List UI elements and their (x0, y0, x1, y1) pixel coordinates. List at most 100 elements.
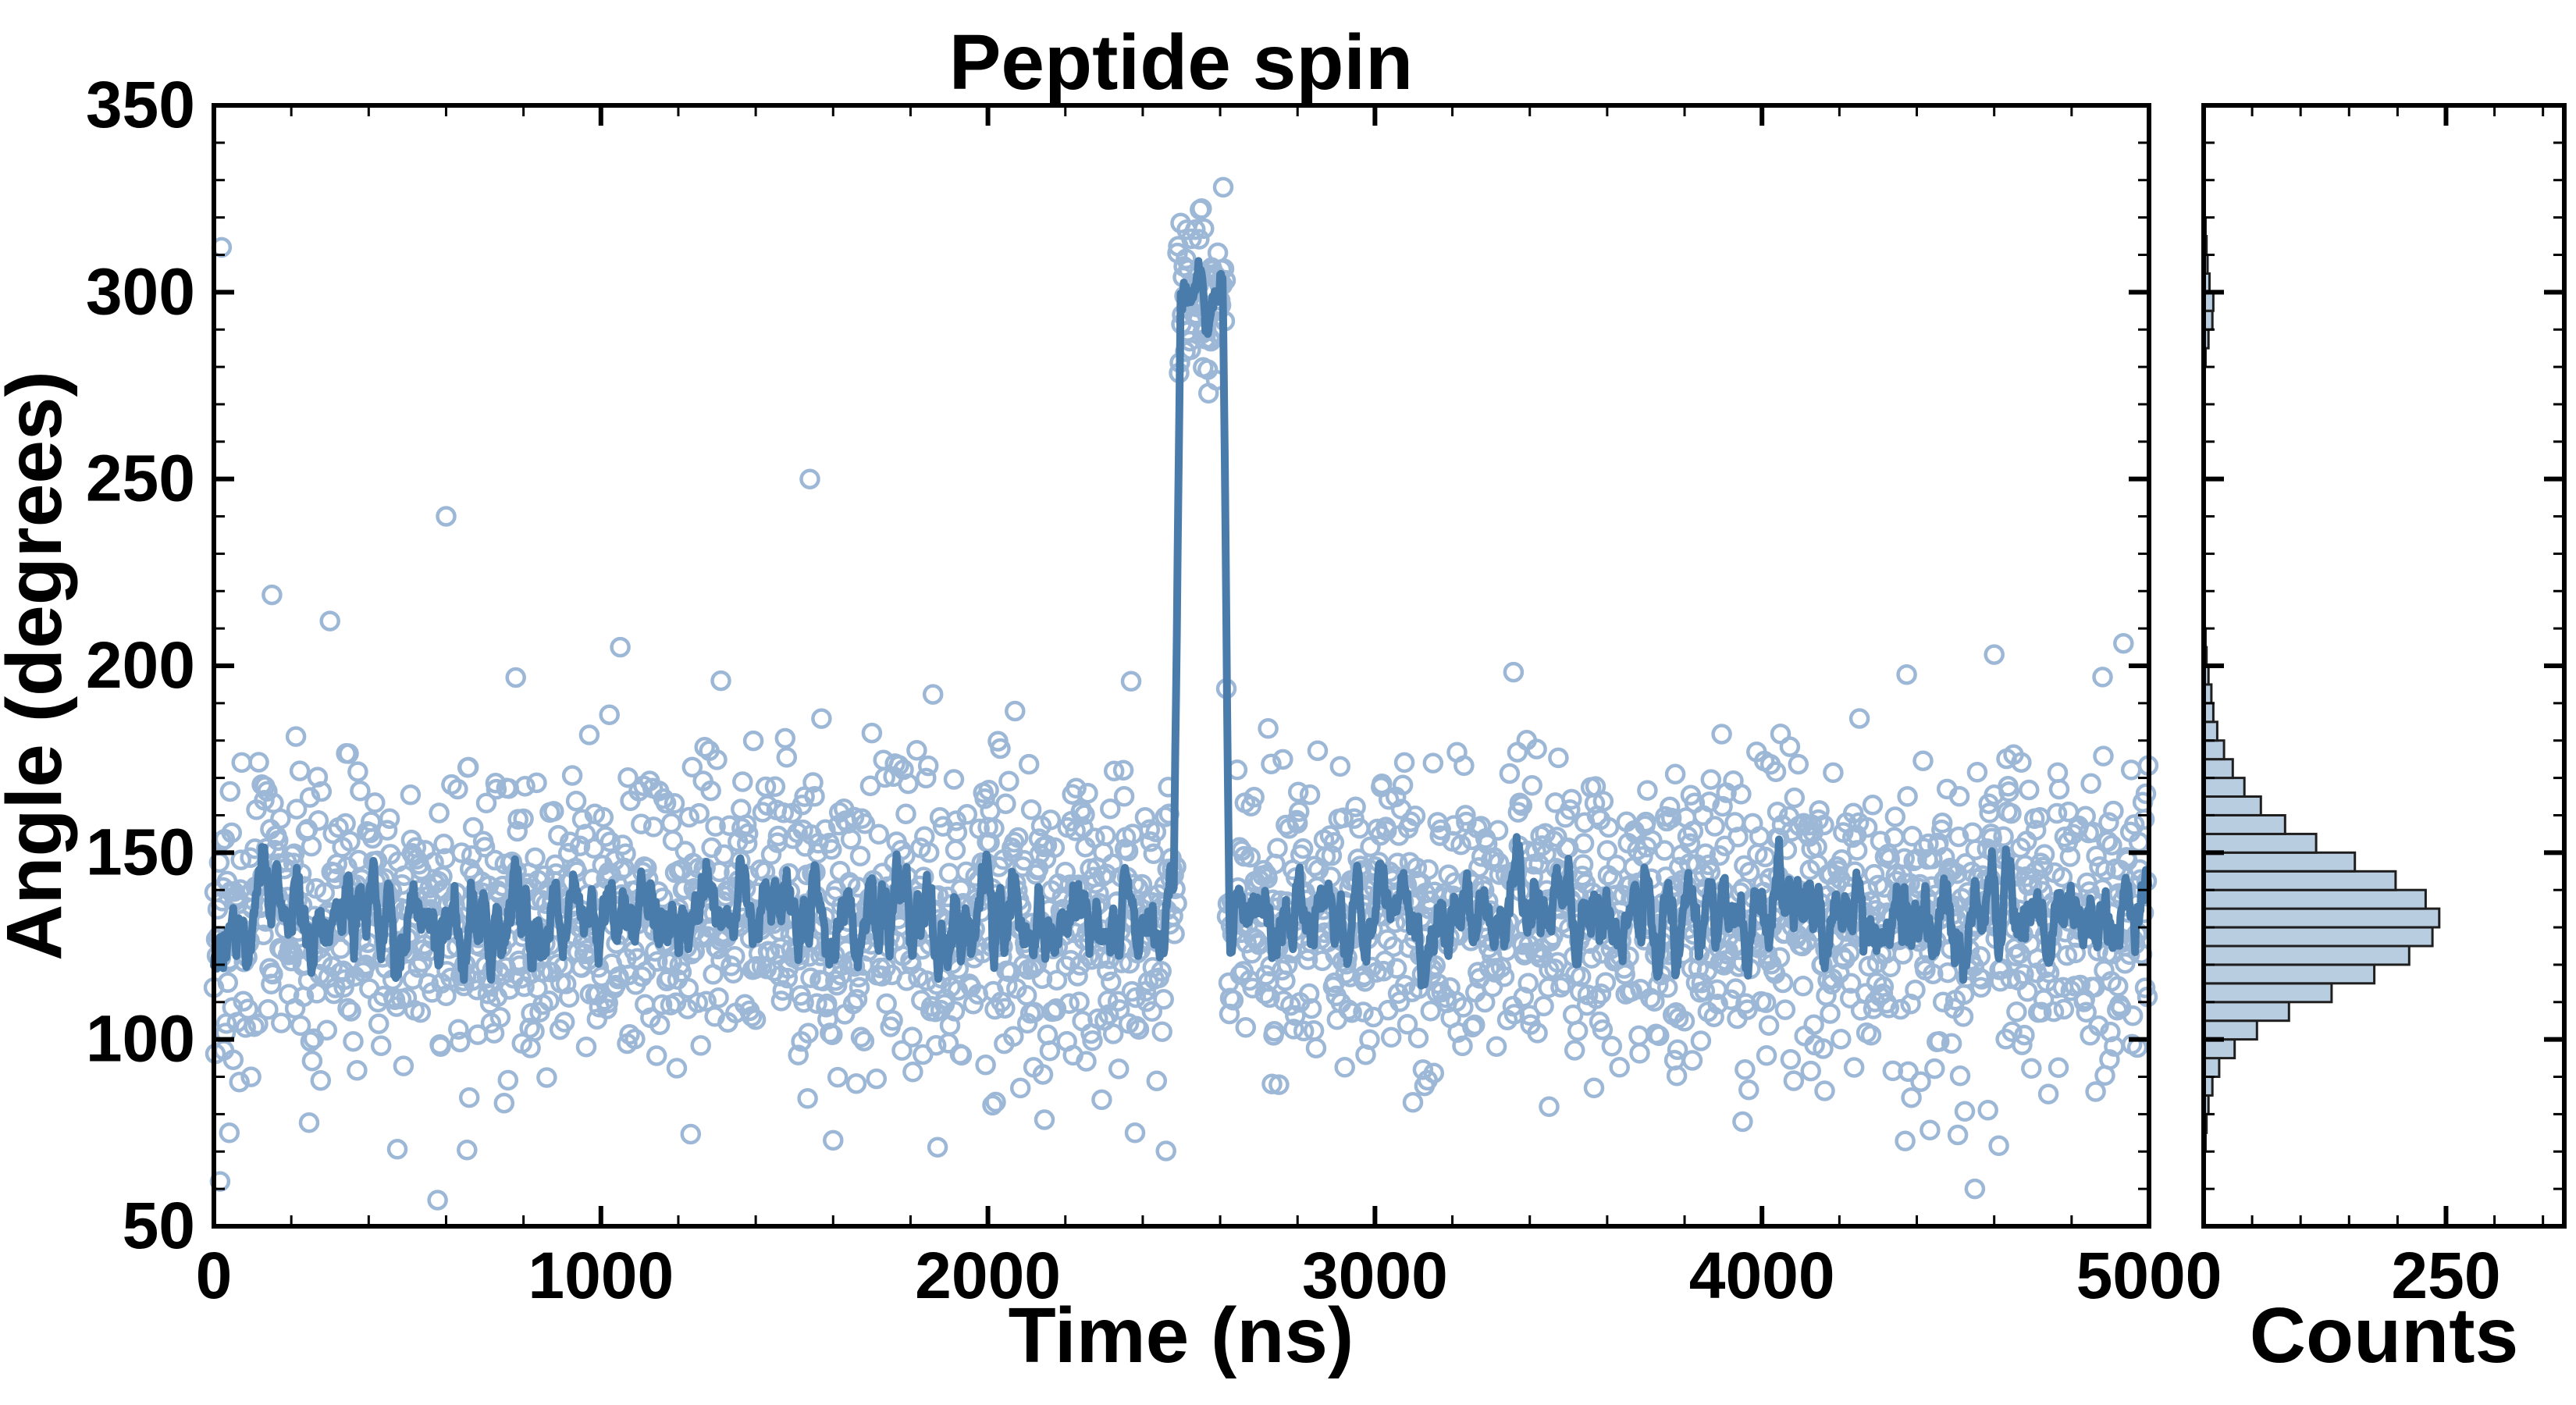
scatter-point (1093, 841, 1114, 863)
scatter-point (951, 1044, 973, 1066)
scatter-point (2037, 1083, 2059, 1104)
scatter-point (1905, 980, 1926, 1001)
scatter-point (2122, 1005, 2144, 1026)
scatter-point (1286, 813, 1308, 834)
x-axis-label: Time (ns) (1009, 1292, 1354, 1379)
scatter-point (1681, 1050, 1703, 1071)
scatter-point (813, 970, 834, 992)
scatter-point (995, 793, 1016, 814)
scatter-point (1660, 807, 1682, 829)
scatter-point (1628, 1025, 1649, 1047)
scatter-point (945, 810, 967, 831)
scatter-point (1731, 784, 1752, 805)
scatter-point (1526, 738, 1547, 759)
scatter-point (1259, 987, 1280, 1008)
scatter-point (1654, 840, 1675, 861)
scatter-point (1533, 995, 1554, 1017)
scatter-point (2011, 752, 2032, 773)
hist-bar (2202, 944, 2411, 966)
chart-title: Peptide spin (949, 19, 1414, 106)
hist-bar (2202, 739, 2226, 761)
scatter-point (610, 636, 631, 658)
scatter-point (1966, 762, 1988, 783)
scatter-point (646, 1045, 667, 1066)
scatter-point (1920, 1119, 1941, 1141)
scatter-point (1098, 1004, 1119, 1025)
scatter-point (2048, 1057, 2069, 1079)
scatter-point (1932, 991, 1954, 1012)
scatter-point (1321, 845, 1343, 866)
scatter-point (1402, 1092, 1424, 1113)
scatter-point (1573, 833, 1595, 854)
scatter-point (1803, 1014, 1824, 1035)
scatter-point (1453, 755, 1475, 777)
scatter-point (1609, 1057, 1630, 1078)
scatter-point (632, 966, 653, 987)
scatter-point (1642, 830, 1663, 852)
scatter-point (1772, 972, 1794, 994)
scatter-point (436, 506, 457, 527)
scatter-point (1814, 1080, 1835, 1101)
scatter-point (849, 976, 870, 998)
scatter-point (945, 839, 966, 861)
scatter-point (1860, 1025, 1882, 1046)
scatter-point (1452, 1035, 1473, 1057)
scatter-point (1009, 1077, 1031, 1099)
scatter-point (1823, 762, 1844, 784)
scatter-point (876, 993, 897, 1015)
scatter-point (1564, 1040, 1585, 1061)
scatter-point (956, 804, 978, 825)
scatter-point (285, 726, 307, 747)
scatter-point (475, 792, 497, 814)
scatter-point (1664, 763, 1686, 785)
scatter-point (1276, 814, 1297, 836)
scatter-point (815, 819, 836, 841)
scatter-point (1244, 787, 1265, 808)
scatter-point (474, 837, 496, 858)
scatter-point (1128, 1019, 1150, 1040)
scatter-point (1034, 1109, 1055, 1130)
scatter-point (1707, 994, 1728, 1015)
scatter-point (1386, 958, 1407, 979)
scatter-point (261, 973, 282, 995)
scatter-point (1561, 788, 1582, 810)
scatter-point (777, 967, 799, 989)
scatter-point (2014, 1024, 2035, 1046)
scatter-point (2098, 812, 2119, 833)
scatter-point (687, 992, 709, 1013)
scatter-point (2097, 831, 2119, 852)
scatter-point (350, 781, 371, 802)
scatter-point (1073, 817, 1094, 838)
scatter-point (1503, 661, 1525, 683)
scatter-point (1280, 994, 1301, 1016)
scatter-point (874, 767, 895, 788)
scatter-point (1820, 1003, 1841, 1024)
scatter-point (298, 1112, 320, 1133)
scatter-point (450, 1031, 471, 1053)
y-tick-label: 200 (86, 628, 195, 702)
scatter-point (2085, 1081, 2106, 1102)
scatter-point (525, 847, 546, 869)
scatter-point (1699, 791, 1720, 813)
scatter-point (1725, 978, 1746, 999)
scatter-point (1101, 971, 1122, 993)
scatter-point (827, 1066, 849, 1088)
scatter-point (1931, 813, 1953, 834)
scatter-point (745, 1009, 767, 1030)
scatter-point (299, 787, 321, 808)
scatter-point (1283, 1019, 1304, 1040)
scatter-point (258, 999, 279, 1020)
scatter-point (1567, 1020, 1589, 1041)
scatter-point (1507, 742, 1528, 763)
scatter-point (724, 945, 745, 967)
scatter-point (1695, 843, 1717, 865)
scatter-point (1124, 1122, 1146, 1144)
scatter-point (1931, 819, 1952, 841)
scatter-point (962, 994, 984, 1015)
scatter-point (1527, 1023, 1548, 1044)
scatter-point (1948, 826, 1969, 848)
scatter-point (1583, 1077, 1605, 1099)
scatter-point (1598, 816, 1620, 838)
